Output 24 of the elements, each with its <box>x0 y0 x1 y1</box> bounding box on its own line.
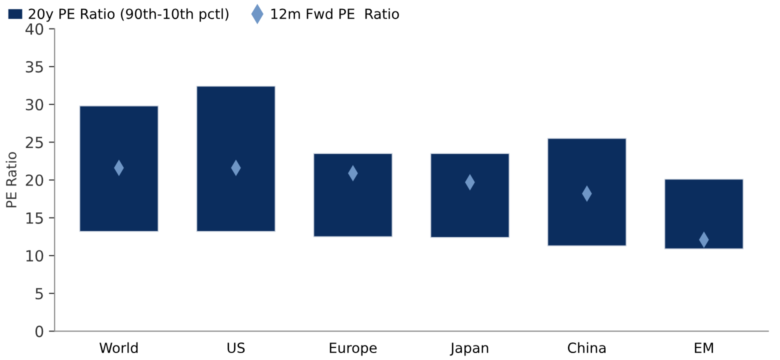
y-tick-label: 10 <box>26 250 44 262</box>
y-tick-label: 25 <box>26 136 43 148</box>
bar <box>664 178 744 250</box>
bar <box>547 138 627 246</box>
legend-label: 12m Fwd PE Ratio <box>271 8 399 20</box>
legend-label: 20y PE Ratio (90th-10th pctl) <box>28 8 228 22</box>
y-tick-label: 40 <box>25 23 44 35</box>
bar <box>430 153 510 238</box>
y-tick-label: 20 <box>26 174 44 186</box>
y-tick-label: 30 <box>26 98 44 110</box>
bar <box>79 105 159 232</box>
x-tick-label: China <box>568 342 606 354</box>
y-tick-label: 35 <box>26 61 43 73</box>
y-tick-label: 5 <box>36 288 43 300</box>
y-axis-title: PE Ratio <box>6 152 16 208</box>
x-tick-label: Europe <box>330 342 377 356</box>
x-tick-label: Japan <box>450 342 488 356</box>
x-tick-label: US <box>228 342 245 354</box>
y-tick-label: 15 <box>26 212 43 224</box>
x-tick-label: EM <box>694 342 713 353</box>
x-tick-label: World <box>100 342 138 354</box>
bar <box>313 153 393 238</box>
y-tick-label: 0 <box>35 326 44 338</box>
bar <box>196 86 276 232</box>
